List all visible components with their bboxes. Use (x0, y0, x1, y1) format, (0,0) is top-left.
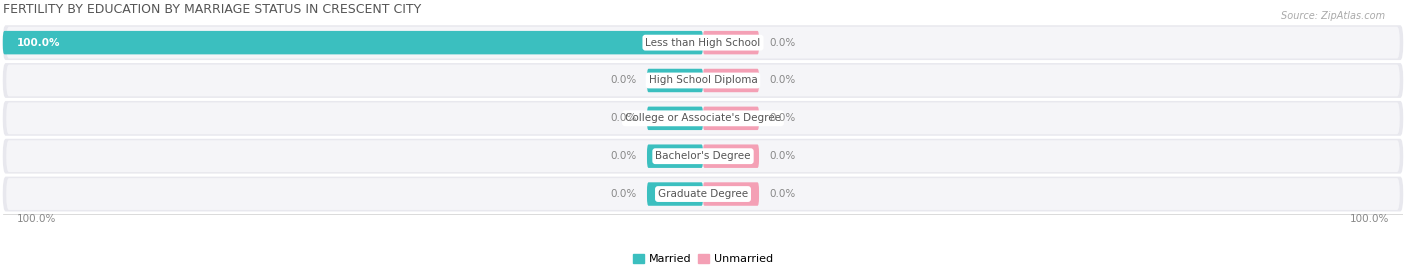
FancyBboxPatch shape (703, 69, 759, 92)
Text: Graduate Degree: Graduate Degree (658, 189, 748, 199)
FancyBboxPatch shape (3, 139, 1403, 174)
FancyBboxPatch shape (3, 31, 703, 54)
FancyBboxPatch shape (647, 107, 703, 130)
FancyBboxPatch shape (6, 65, 1400, 96)
FancyBboxPatch shape (703, 144, 759, 168)
FancyBboxPatch shape (6, 178, 1400, 210)
Text: College or Associate's Degree: College or Associate's Degree (626, 113, 780, 123)
Text: 100.0%: 100.0% (17, 38, 60, 48)
Text: 0.0%: 0.0% (769, 113, 796, 123)
FancyBboxPatch shape (3, 101, 1403, 136)
Text: 0.0%: 0.0% (769, 76, 796, 86)
FancyBboxPatch shape (703, 31, 759, 54)
Text: 0.0%: 0.0% (769, 38, 796, 48)
FancyBboxPatch shape (703, 182, 759, 206)
FancyBboxPatch shape (647, 69, 703, 92)
FancyBboxPatch shape (703, 107, 759, 130)
Text: FERTILITY BY EDUCATION BY MARRIAGE STATUS IN CRESCENT CITY: FERTILITY BY EDUCATION BY MARRIAGE STATU… (3, 3, 420, 16)
Text: 0.0%: 0.0% (610, 189, 637, 199)
FancyBboxPatch shape (3, 177, 1403, 211)
Text: Bachelor's Degree: Bachelor's Degree (655, 151, 751, 161)
FancyBboxPatch shape (3, 25, 1403, 60)
Text: 0.0%: 0.0% (610, 76, 637, 86)
Text: Source: ZipAtlas.com: Source: ZipAtlas.com (1281, 11, 1385, 21)
Text: 0.0%: 0.0% (610, 151, 637, 161)
Text: Less than High School: Less than High School (645, 38, 761, 48)
Text: 100.0%: 100.0% (1350, 214, 1389, 224)
FancyBboxPatch shape (6, 140, 1400, 172)
Text: 0.0%: 0.0% (769, 151, 796, 161)
Text: High School Diploma: High School Diploma (648, 76, 758, 86)
FancyBboxPatch shape (6, 102, 1400, 134)
Legend: Married, Unmarried: Married, Unmarried (628, 249, 778, 268)
Text: 100.0%: 100.0% (17, 214, 56, 224)
FancyBboxPatch shape (6, 27, 1400, 59)
Text: 0.0%: 0.0% (769, 189, 796, 199)
FancyBboxPatch shape (647, 144, 703, 168)
FancyBboxPatch shape (3, 63, 1403, 98)
FancyBboxPatch shape (647, 182, 703, 206)
Text: 0.0%: 0.0% (610, 113, 637, 123)
